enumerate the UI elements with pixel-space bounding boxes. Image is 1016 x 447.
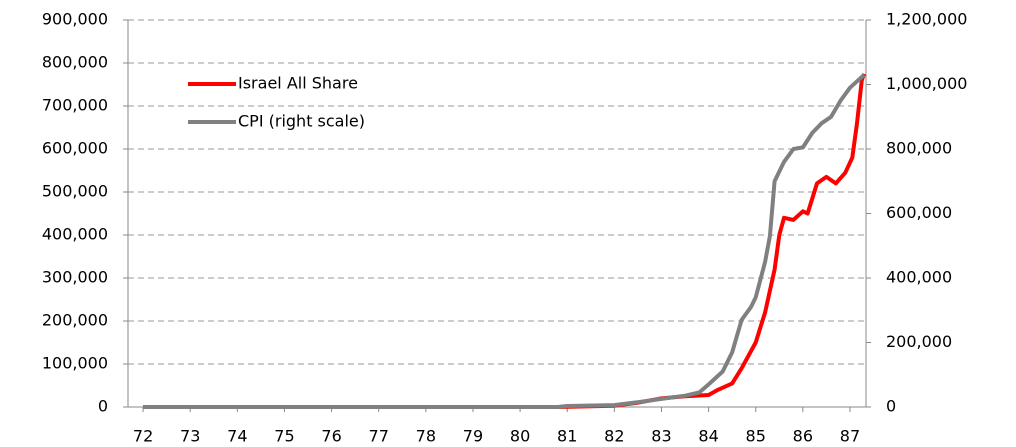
y-tick-label: 800,000 (42, 53, 108, 72)
y-tick-label: 700,000 (42, 96, 108, 115)
y2-tick-label: 1,200,000 (886, 10, 967, 29)
y2-tick-label: 800,000 (886, 139, 952, 158)
x-tick-label: 87 (840, 427, 860, 446)
legend-label: CPI (right scale) (238, 112, 365, 131)
y-tick-label: 400,000 (42, 225, 108, 244)
x-tick-label: 74 (227, 427, 247, 446)
y2-tick-label: 400,000 (886, 268, 952, 287)
y-tick-label: 300,000 (42, 268, 108, 287)
series-line (143, 73, 866, 409)
x-tick-label: 86 (793, 427, 813, 446)
y-tick-label: 900,000 (42, 10, 108, 29)
y-tick-label: 500,000 (42, 182, 108, 201)
y2-tick-label: 600,000 (886, 203, 952, 222)
x-tick-label: 85 (746, 427, 766, 446)
x-tick-label: 83 (651, 427, 671, 446)
y-tick-label: 100,000 (42, 354, 108, 373)
y-tick-label: 600,000 (42, 139, 108, 158)
x-tick-label: 77 (369, 427, 389, 446)
x-tick-label: 76 (321, 427, 341, 446)
x-tick-label: 73 (180, 427, 200, 446)
x-tick-label: 80 (510, 427, 530, 446)
y2-tick-label: 0 (886, 397, 896, 416)
x-tick-label: 75 (274, 427, 294, 446)
y-tick-label: 0 (98, 397, 108, 416)
y2-tick-label: 1,000,000 (886, 74, 967, 93)
x-tick-label: 79 (463, 427, 483, 446)
x-tick-label: 72 (133, 427, 153, 446)
legend-label: Israel All Share (238, 74, 358, 93)
x-tick-label: 84 (698, 427, 718, 446)
x-tick-label: 81 (557, 427, 577, 446)
x-tick-label: 78 (416, 427, 436, 446)
x-tick-label: 82 (604, 427, 624, 446)
y2-tick-label: 200,000 (886, 332, 952, 351)
y-tick-label: 200,000 (42, 311, 108, 330)
